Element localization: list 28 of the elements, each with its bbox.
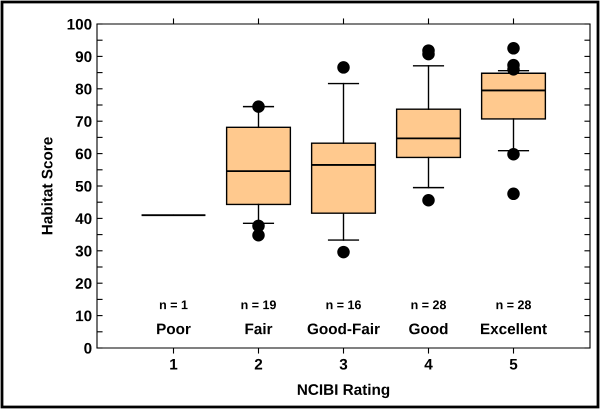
annotation: Poor (157, 324, 191, 334)
x-tick-label: 2 (254, 358, 262, 370)
annotation: n = 28 (496, 300, 532, 310)
y-tick-label: 30 (76, 246, 92, 257)
x-tick-label: 4 (424, 358, 433, 370)
x-tick-label: 1 (170, 358, 178, 370)
y-axis-title: Habitat Score (41, 137, 53, 234)
y-tick-label: 80 (76, 84, 92, 94)
y-tick-label: 0 (84, 342, 92, 354)
annotation: Good (409, 323, 448, 334)
annotation: n = 1 (160, 300, 188, 310)
y-tick-label: 90 (76, 51, 92, 62)
annotation: Excellent (480, 323, 547, 334)
y-tick-label: 20 (76, 278, 92, 289)
x-tick-label: 5 (510, 358, 518, 370)
y-tick-label: 40 (75, 213, 92, 224)
y-tick-label: 70 (76, 116, 92, 127)
annotation: n = 16 (326, 300, 361, 310)
annotation: Good-Fair (308, 323, 380, 334)
annotation: n = 28 (411, 300, 446, 310)
y-tick-label: 100 (68, 18, 92, 30)
y-tick-label: 60 (76, 148, 92, 160)
annotation: Fair (246, 323, 272, 334)
x-tick-label: 3 (340, 358, 348, 370)
y-tick-label: 10 (76, 310, 92, 322)
annotation: n = 19 (241, 300, 276, 310)
y-tick-label: 50 (76, 180, 92, 192)
x-axis-title: NCIBI Rating (298, 384, 390, 398)
